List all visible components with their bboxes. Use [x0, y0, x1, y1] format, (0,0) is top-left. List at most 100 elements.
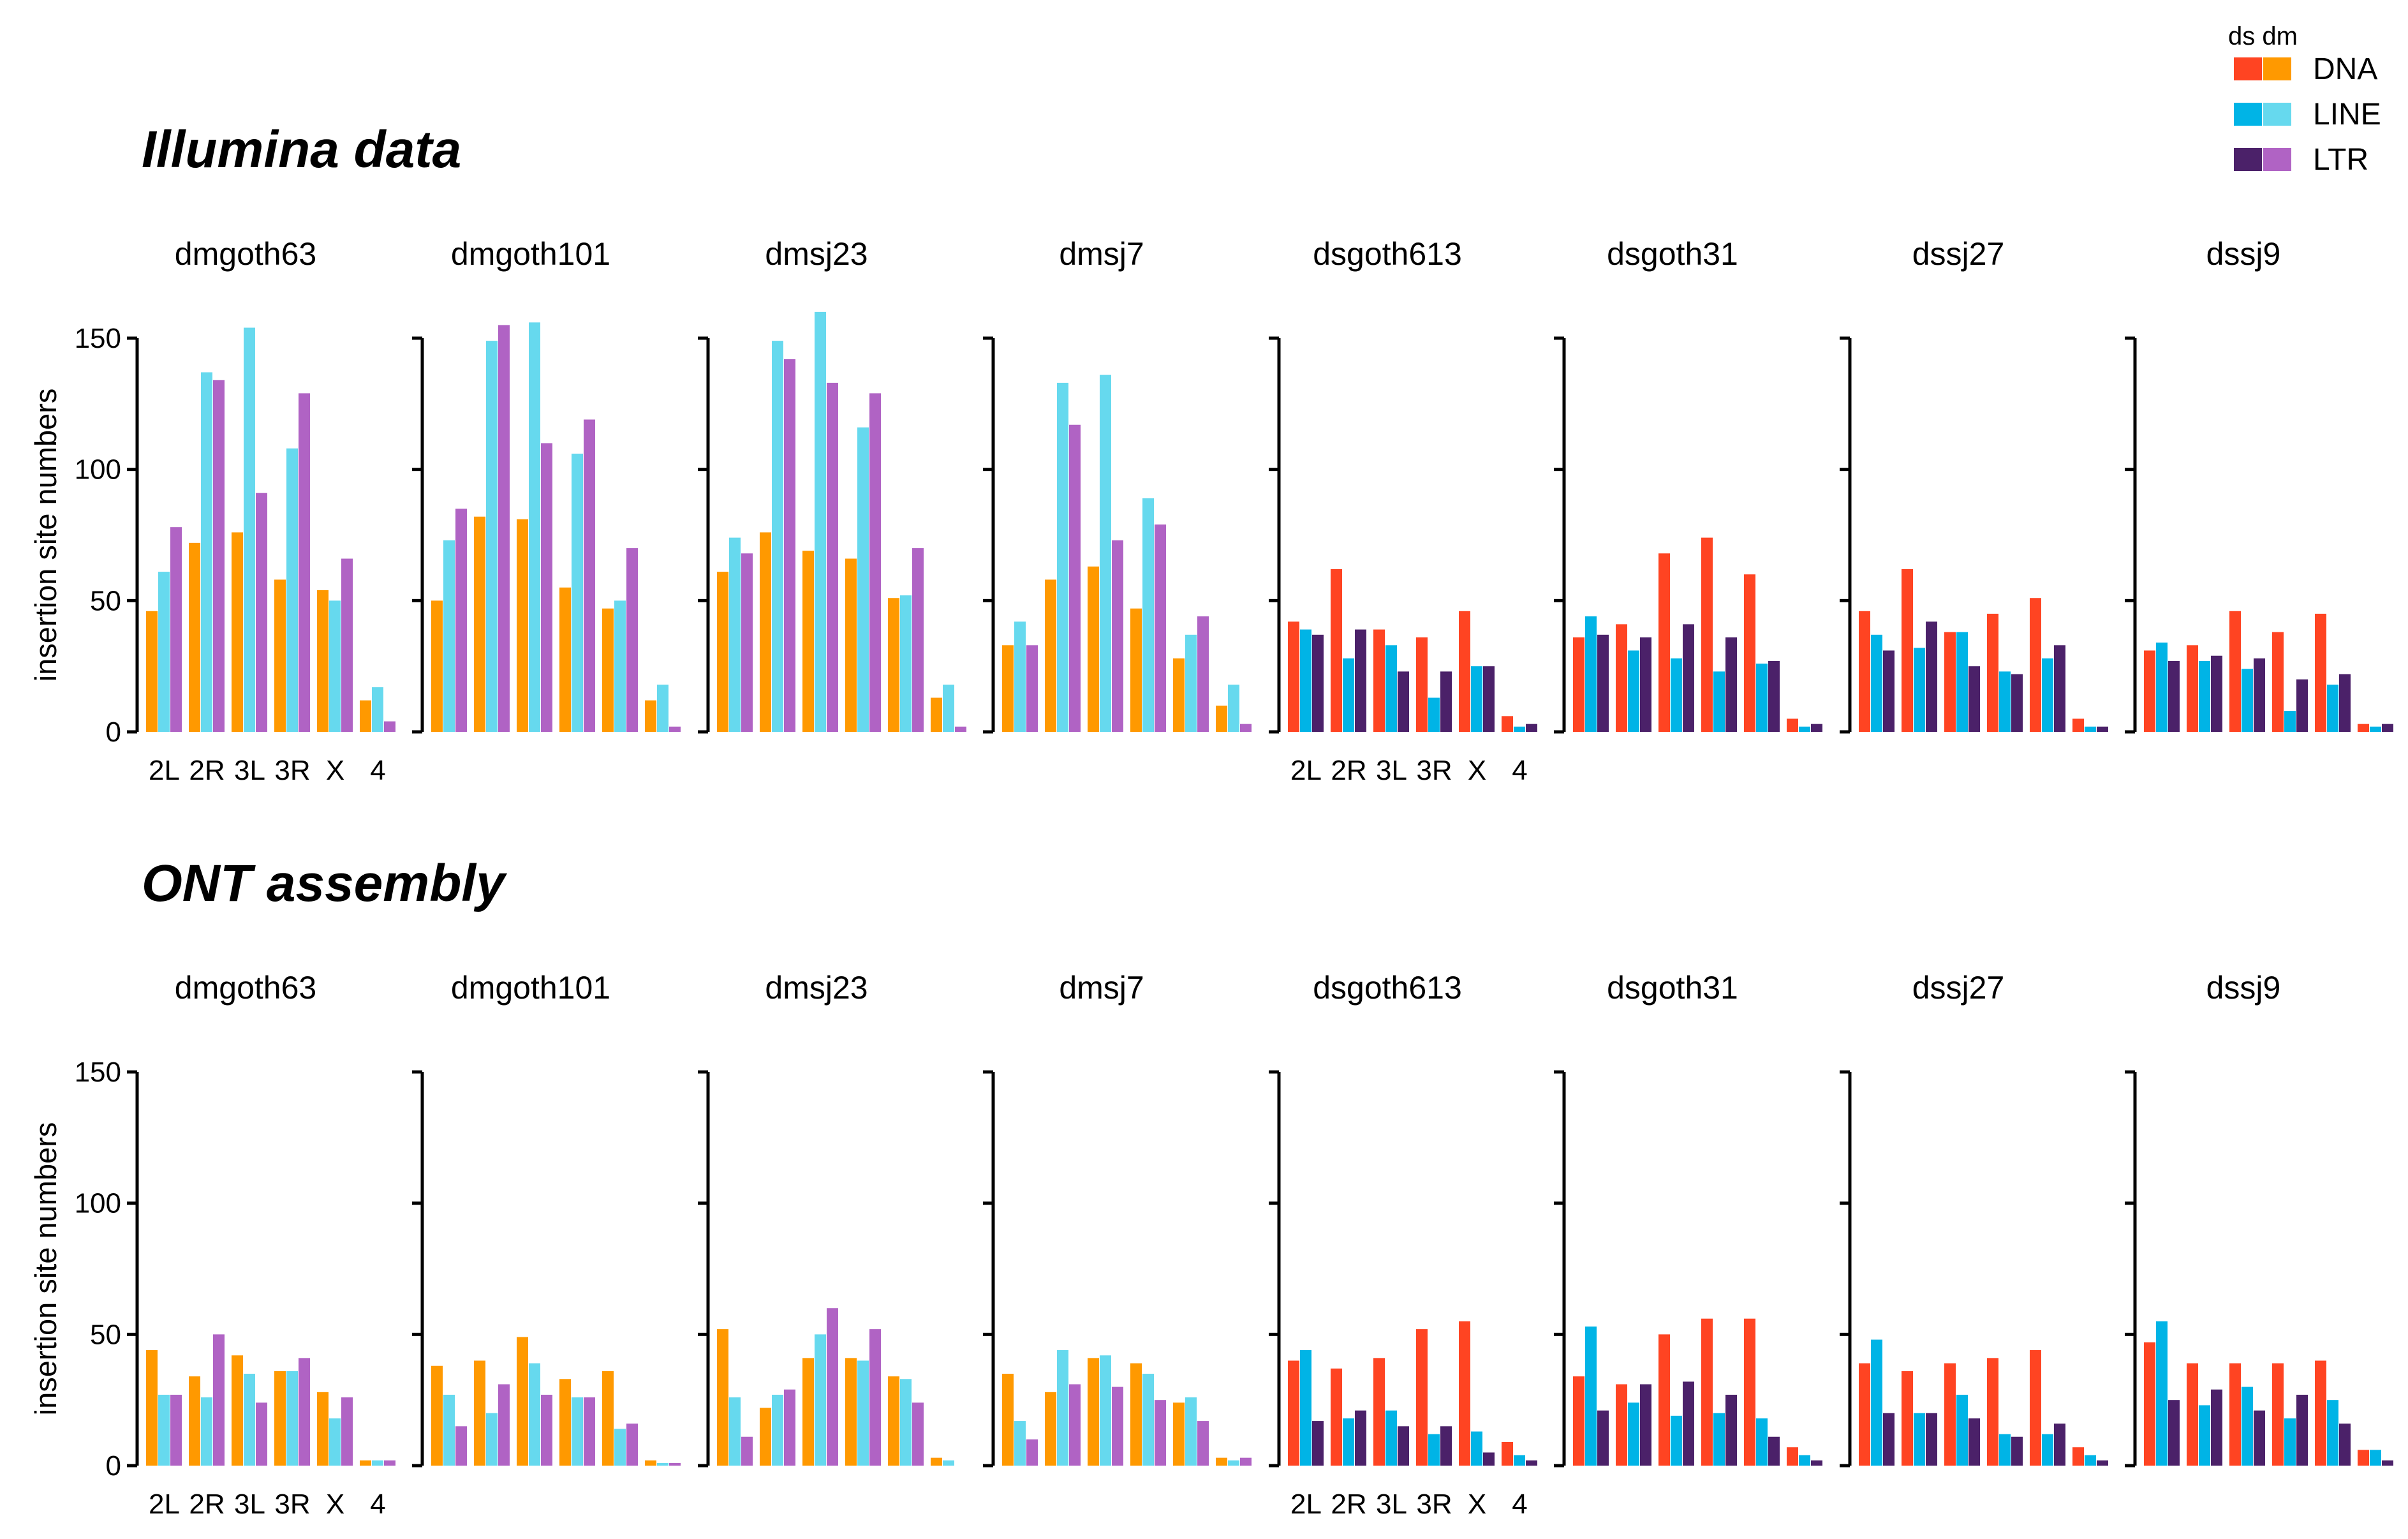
- panel-title: dssj27: [1912, 970, 2005, 1006]
- bar-ltr-2L: [741, 553, 753, 732]
- bar-ltr-2L: [1597, 1410, 1609, 1466]
- bar-dna-X: [888, 1376, 899, 1466]
- bar-line-4: [1799, 1455, 1810, 1466]
- bar-dna-2L: [1288, 621, 1299, 732]
- bar-dna-3R: [1987, 613, 1998, 732]
- bar-line-3R: [1142, 1374, 1154, 1466]
- bar-dna-2L: [1859, 611, 1870, 732]
- bar-dna-X: [317, 1392, 329, 1466]
- bar-ltr-X: [1483, 666, 1495, 732]
- bar-dna-3L: [802, 551, 814, 732]
- bar-ltr-X: [1483, 1452, 1495, 1466]
- bar-dna-2L: [431, 1365, 443, 1466]
- bar-ltr-4: [669, 726, 681, 732]
- bar-dna-4: [2072, 1447, 2084, 1466]
- bar-line-X: [329, 600, 341, 732]
- bar-ltr-3L: [1112, 1387, 1123, 1466]
- legend-label: LTR: [2313, 143, 2368, 177]
- panel-dmsj7: dmsj7: [983, 970, 1252, 1468]
- bar-dna-2R: [1331, 569, 1342, 732]
- bar-line-X: [2327, 684, 2338, 732]
- bar-dna-2R: [1331, 1368, 1342, 1466]
- bar-ltr-3L: [256, 493, 267, 732]
- panel-title: dsgoth613: [1313, 970, 1462, 1006]
- bar-ltr-2L: [455, 1426, 467, 1466]
- bar-line-3L: [1956, 632, 1968, 732]
- bar-dna-3L: [1658, 1334, 1670, 1466]
- bar-ltr-2L: [1597, 634, 1609, 732]
- legend-header: ds dm: [2228, 22, 2298, 50]
- bar-dna-X: [888, 598, 899, 732]
- bar-ltr-3R: [2296, 1394, 2308, 1466]
- bar-line-2L: [1871, 1339, 1882, 1466]
- bar-line-2R: [772, 1394, 783, 1466]
- bar-dna-X: [1744, 1318, 1755, 1466]
- x-tick-label: 3R: [274, 1489, 310, 1520]
- panel-title: dssj9: [2206, 970, 2281, 1006]
- bar-ltr-2L: [741, 1436, 753, 1466]
- panel-title: dmsj7: [1059, 970, 1144, 1006]
- bar-line-2L: [1300, 629, 1311, 732]
- bar-line-2L: [1871, 634, 1882, 732]
- bar-line-3L: [1385, 1410, 1397, 1466]
- panel-dmgoth101: dmgoth101: [412, 236, 681, 734]
- bar-dna-3L: [1944, 1363, 1956, 1466]
- bar-dna-3R: [1416, 637, 1428, 732]
- bar-line-3R: [572, 1397, 583, 1466]
- bar-ltr-3R: [1725, 1394, 1737, 1466]
- bar-line-3R: [286, 1371, 298, 1466]
- bar-line-2L: [729, 537, 741, 732]
- bar-dna-4: [645, 700, 656, 732]
- panel-dmgoth63: dmgoth63 0 50 100 150 2L 2R 3L 3R X 4: [75, 236, 395, 786]
- bar-ltr-3R: [1155, 1400, 1166, 1466]
- bar-ltr-2L: [170, 1394, 182, 1466]
- bar-dna-2R: [1902, 569, 1913, 732]
- bar-line-2L: [443, 540, 455, 732]
- panel-dssj9: dssj9: [2125, 236, 2393, 734]
- chart-sections: Illumina data insertion site numbers dmgot…: [29, 121, 2393, 1520]
- bar-ltr-4: [1811, 1460, 1822, 1466]
- x-tick-label: 2R: [1331, 755, 1366, 786]
- bar-ltr-3R: [869, 393, 881, 732]
- bar-dna-2R: [1045, 1392, 1056, 1466]
- y-tick-label: 0: [106, 1450, 121, 1482]
- bar-dna-X: [2315, 1360, 2326, 1466]
- bar-dna-X: [1744, 574, 1755, 732]
- bar-ltr-3R: [584, 419, 595, 732]
- bar-line-4: [372, 1460, 383, 1466]
- bar-dna-X: [1459, 611, 1470, 732]
- bar-ltr-2L: [2168, 1400, 2180, 1466]
- panel-title: dsgoth31: [1607, 236, 1738, 272]
- bar-line-2R: [1343, 1418, 1354, 1466]
- bar-line-3R: [857, 1360, 869, 1466]
- bar-line-4: [2085, 726, 2096, 732]
- legend-swatch-ds: [2234, 103, 2262, 126]
- bar-ltr-4: [1811, 724, 1822, 732]
- bar-dna-3L: [517, 519, 528, 732]
- bar-ltr-2R: [1926, 621, 1937, 732]
- x-tick-label: 4: [370, 755, 385, 786]
- bar-line-3R: [1428, 1434, 1440, 1466]
- bar-dna-3R: [1987, 1358, 1998, 1466]
- bar-ltr-2L: [170, 527, 182, 732]
- panel-dmsj23: dmsj23: [698, 970, 954, 1468]
- bar-line-2R: [2199, 660, 2210, 732]
- bar-ltr-2R: [2211, 655, 2222, 732]
- bar-dna-2L: [1002, 645, 1014, 732]
- x-tick-label: 2L: [1290, 1489, 1322, 1520]
- bar-ltr-X: [626, 548, 638, 732]
- bar-line-4: [1514, 726, 1525, 732]
- bar-ltr-X: [341, 1397, 353, 1466]
- bar-line-X: [900, 1379, 912, 1466]
- bar-line-2R: [486, 1413, 498, 1466]
- bar-dna-3L: [1373, 1358, 1385, 1466]
- bar-dna-4: [2358, 1450, 2369, 1466]
- bar-line-2R: [1343, 658, 1354, 732]
- bar-ltr-3L: [2254, 658, 2265, 732]
- panel-title: dmsj23: [765, 970, 868, 1006]
- legend-swatch-ds: [2234, 148, 2262, 171]
- bar-ltr-4: [2097, 1460, 2108, 1466]
- legend-swatch-dm: [2263, 103, 2291, 126]
- bar-line-3L: [529, 322, 540, 732]
